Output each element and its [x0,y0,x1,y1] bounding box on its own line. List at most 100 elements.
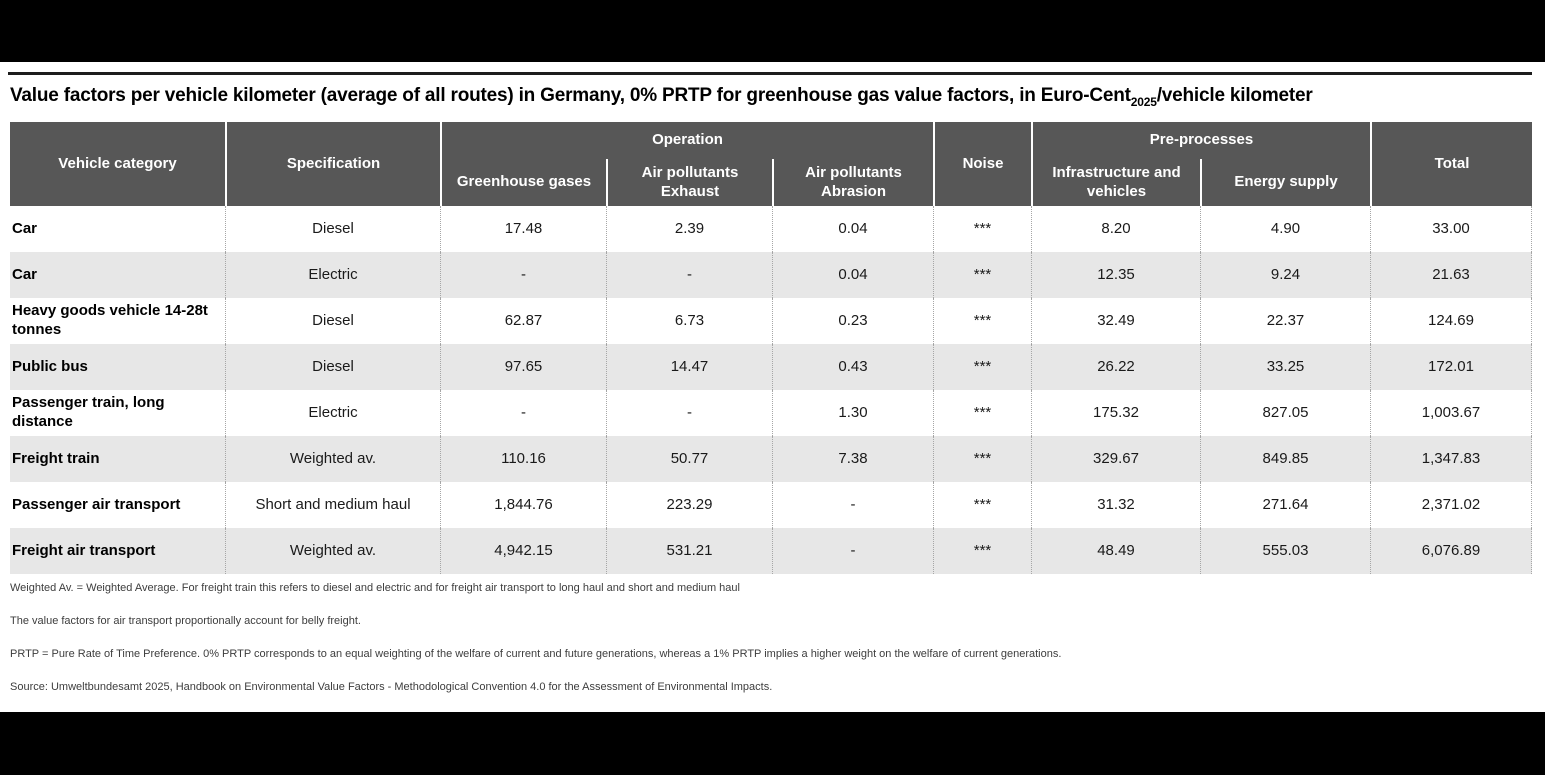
air-pollutants-exhaust-cell: 50.77 [606,436,772,482]
footnote-prtp: PRTP = Pure Rate of Time Preference. 0% … [10,648,1062,660]
air-pollutants-abrasion-cell: 7.38 [772,436,933,482]
category-cell: Heavy goods vehicle 14-28t tonnes [12,302,208,338]
air-pollutants-exhaust-cell: - [606,390,772,436]
energy-supply-cell: 555.03 [1200,528,1370,574]
greenhouse-gases-cell: - [440,390,606,436]
table-row: Car Diesel 17.48 2.39 0.04 *** 8.20 4.90 33.00 [10,206,1532,252]
footnote-weighted-average: Weighted Av. = Weighted Average. For fre… [10,582,740,594]
noise-cell: *** [933,482,1031,528]
specification-cell: Electric [225,390,440,436]
infrastructure-and-vehicles-cell: 12.35 [1031,252,1200,298]
col-header-greenhouse-gases: Greenhouse gases [440,159,606,206]
footnote-belly-freight: The value factors for air transport prop… [10,615,361,627]
table-row: Freight air transport Weighted av. 4,942.1… [10,528,1532,574]
total-cell: 6,076.89 [1370,528,1532,574]
air-pollutants-exhaust-cell: 2.39 [606,206,772,252]
category-cell: Car [12,265,38,283]
category-cell: Passenger air transport [12,495,181,513]
greenhouse-gases-cell: 1,844.76 [440,482,606,528]
title-text: Value factors per vehicle kilometer (ave… [10,85,1131,106]
specification-cell: Electric [225,252,440,298]
noise-cell: *** [933,390,1031,436]
col-header-air-pollutants-abrasion: Air pollutants Abrasion [772,159,933,206]
group-header-operation: Operation [440,122,933,159]
air-pollutants-abrasion-cell: - [772,528,933,574]
infrastructure-and-vehicles-cell: 329.67 [1031,436,1200,482]
table-row: Passenger train, long distance Electric - -… [10,390,1532,436]
air-pollutants-exhaust-cell: 223.29 [606,482,772,528]
category-cell: Car [12,219,38,237]
top-letterbox-bar [0,0,1545,62]
title-subscript: 2025 [1130,94,1157,109]
col-header-air-pollutants-exhaust: Air pollutants Exhaust [606,159,772,206]
table-row: Public bus Diesel 97.65 14.47 0.43 *** 26.22 33… [10,344,1532,390]
greenhouse-gases-cell: 97.65 [440,344,606,390]
energy-supply-cell: 33.25 [1200,344,1370,390]
footnote-source: Source: Umweltbundesamt 2025, Handbook o… [10,681,773,693]
total-cell: 33.00 [1370,206,1532,252]
col-header-vehicle-category: Vehicle category [10,122,225,206]
value-factors-table: Vehicle category Specification Operation… [10,122,1532,574]
col-header-noise: Noise [933,122,1031,206]
infrastructure-and-vehicles-cell: 175.32 [1031,390,1200,436]
category-cell: Freight train [12,449,100,467]
energy-supply-cell: 9.24 [1200,252,1370,298]
col-header-infrastructure-and-vehicles: Infrastructure and vehicles [1031,159,1200,206]
energy-supply-cell: 827.05 [1200,390,1370,436]
specification-cell: Weighted av. [225,528,440,574]
air-pollutants-exhaust-cell: 6.73 [606,298,772,344]
total-cell: 124.69 [1370,298,1532,344]
noise-cell: *** [933,298,1031,344]
energy-supply-cell: 4.90 [1200,206,1370,252]
greenhouse-gases-cell: 110.16 [440,436,606,482]
air-pollutants-exhaust-cell: 531.21 [606,528,772,574]
specification-cell: Diesel [225,344,440,390]
total-cell: 1,347.83 [1370,436,1532,482]
infrastructure-and-vehicles-cell: 32.49 [1031,298,1200,344]
total-cell: 2,371.02 [1370,482,1532,528]
col-header-specification: Specification [225,122,440,206]
table-body: Car Diesel 17.48 2.39 0.04 *** 8.20 4.90 33.00 Ca… [10,206,1532,574]
table-row: Passenger air transport Short and medium … [10,482,1532,528]
air-pollutants-exhaust-cell: - [606,252,772,298]
air-pollutants-abrasion-cell: 0.04 [772,252,933,298]
col-header-energy-supply: Energy supply [1200,159,1370,206]
total-cell: 1,003.67 [1370,390,1532,436]
noise-cell: *** [933,206,1031,252]
infrastructure-and-vehicles-cell: 48.49 [1031,528,1200,574]
specification-cell: Weighted av. [225,436,440,482]
title-suffix: /vehicle kilometer [1156,85,1313,106]
greenhouse-gases-cell: 4,942.15 [440,528,606,574]
table-row: Car Electric - -0.04 *** 12.35 9.24 21.63 [10,252,1532,298]
col-header-total: Total [1370,122,1532,206]
noise-cell: *** [933,436,1031,482]
specification-cell: Short and medium haul [225,482,440,528]
energy-supply-cell: 271.64 [1200,482,1370,528]
energy-supply-cell: 849.85 [1200,436,1370,482]
greenhouse-gases-cell: - [440,252,606,298]
footnotes: Weighted Av. = Weighted Average. For fre… [10,582,1510,714]
group-header-pre-processes: Pre-processes [1031,122,1370,159]
greenhouse-gases-cell: 17.48 [440,206,606,252]
category-cell: Freight air transport [12,541,156,559]
infrastructure-and-vehicles-cell: 31.32 [1031,482,1200,528]
air-pollutants-exhaust-cell: 14.47 [606,344,772,390]
category-cell: Passenger train, long distance [12,394,165,430]
page-title: Value factors per vehicle kilometer (ave… [10,85,1540,109]
noise-cell: *** [933,252,1031,298]
noise-cell: *** [933,528,1031,574]
table-row: Freight train Weighted av. 110.16 50.77 7.38… [10,436,1532,482]
total-cell: 172.01 [1370,344,1532,390]
specification-cell: Diesel [225,206,440,252]
air-pollutants-abrasion-cell: 0.23 [772,298,933,344]
air-pollutants-abrasion-cell: 0.04 [772,206,933,252]
category-cell: Public bus [12,357,88,375]
bottom-letterbox-bar [0,712,1545,775]
table-header: Vehicle category Specification Operation… [10,122,1532,206]
air-pollutants-abrasion-cell: - [772,482,933,528]
specification-cell: Diesel [225,298,440,344]
total-cell: 21.63 [1370,252,1532,298]
infrastructure-and-vehicles-cell: 26.22 [1031,344,1200,390]
table-row: Heavy goods vehicle 14-28t tonnes Diesel 6… [10,298,1532,344]
